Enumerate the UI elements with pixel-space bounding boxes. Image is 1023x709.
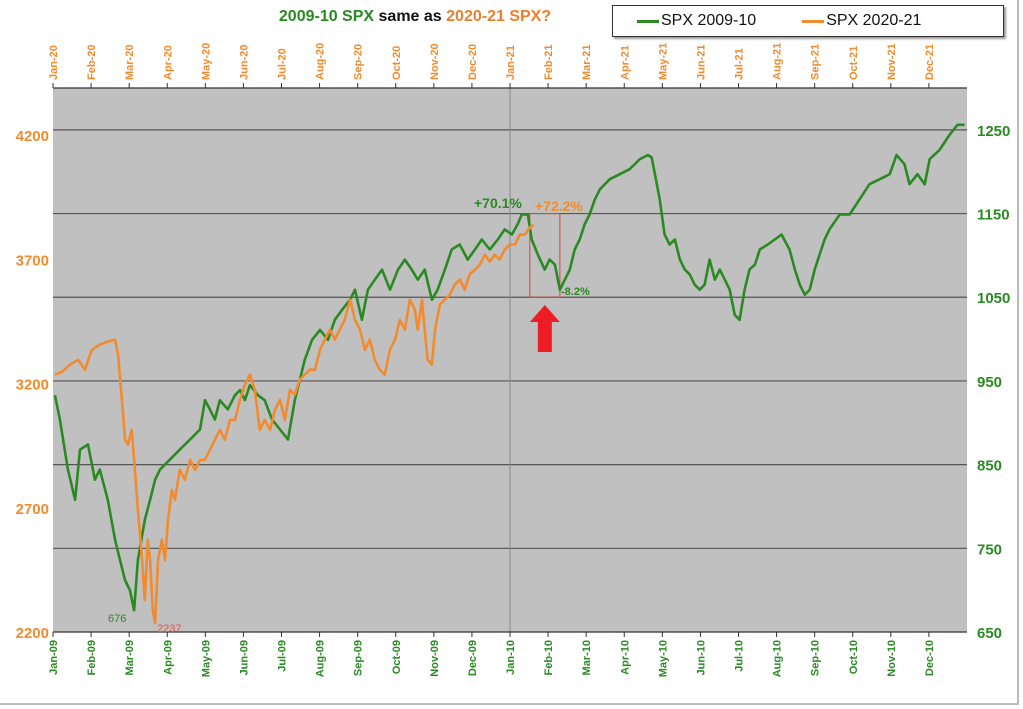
bottom-axis-tick-label: May-10 <box>657 640 669 677</box>
top-axis-tick-label: Jun-21 <box>695 45 707 80</box>
legend-swatch-green <box>637 19 659 23</box>
series-line-spx-2009-10 <box>53 123 965 612</box>
right-axis-tick-label: 1150 <box>977 207 1010 224</box>
bottom-axis-tick-label: Nov-09 <box>429 640 441 677</box>
top-axis-tick-label: Aug-20 <box>315 43 327 80</box>
bottom-axis-tick-label: Oct-10 <box>848 640 860 674</box>
left-axis-tick-label: 4200 <box>16 128 49 145</box>
bottom-axis-tick-label: Jan-09 <box>48 640 60 675</box>
bottom-axis-tick-label: May-09 <box>200 640 212 677</box>
top-axis-tick-label: Nov-21 <box>886 43 898 80</box>
series-line-spx-2020-21 <box>54 223 535 625</box>
top-axis-tick-label: May-21 <box>657 43 669 80</box>
bottom-axis-tick-label: Dec-10 <box>924 640 936 676</box>
title-part-mid: same as <box>374 8 447 25</box>
low-2009-label: 676 <box>108 613 126 625</box>
right-axis-tick-label: 750 <box>977 541 1002 558</box>
legend-item-2020: SPX 2020-21 <box>802 12 921 30</box>
top-axis-tick-label: Sep-21 <box>810 44 822 80</box>
legend: SPX 2009-10 SPX 2020-21 <box>612 5 1004 37</box>
left-axis-tick-label: 2200 <box>16 625 49 642</box>
left-axis-tick-label: 3200 <box>16 377 49 394</box>
title-part-2009: 2009-10 SPX <box>278 8 375 25</box>
legend-label: SPX 2020-21 <box>826 12 922 29</box>
bottom-axis-tick-label: Mar-10 <box>581 640 593 675</box>
red-arrow-icon <box>529 305 560 352</box>
top-axis-tick-label: Feb-20 <box>86 45 98 80</box>
top-axis-tick-label: May-20 <box>200 43 212 80</box>
right-axis-tick-label: 850 <box>977 458 1002 475</box>
top-axis-tick-label: Aug-21 <box>772 43 784 80</box>
top-axis-tick-label: Oct-20 <box>391 46 403 80</box>
top-axis-tick-label: Jan-21 <box>505 45 517 80</box>
right-axis-tick-label: 650 <box>977 625 1002 642</box>
top-axis-tick-label: Dec-20 <box>467 44 479 80</box>
bottom-axis-tick-label: Feb-09 <box>86 640 98 675</box>
bottom-axis-tick-label: Apr-10 <box>619 640 631 675</box>
bottom-axis-tick-label: Sep-10 <box>810 640 822 676</box>
bottom-axis-tick-label: Aug-09 <box>315 640 327 677</box>
pullback-box <box>529 213 561 298</box>
legend-label: SPX 2009-10 <box>661 12 757 29</box>
bottom-axis-tick-label: Jun-10 <box>695 640 707 675</box>
top-axis-tick-label: Jul-20 <box>277 48 289 80</box>
legend-item-2009: SPX 2009-10 <box>637 12 756 30</box>
top-axis-tick-label: Apr-20 <box>162 45 174 80</box>
right-axis-tick-label: 1250 <box>977 123 1010 140</box>
gain-2020-label: +72.2% <box>535 198 583 214</box>
top-axis-tick-label: Dec-21 <box>924 44 936 80</box>
left-axis-tick-label: 2700 <box>16 501 49 518</box>
right-axis-tick-label: 950 <box>977 374 1002 391</box>
top-axis-tick-label: Apr-21 <box>619 45 631 80</box>
gain-2009-label: +70.1% <box>474 195 522 211</box>
bottom-axis-tick-label: Mar-09 <box>124 640 136 675</box>
bottom-axis-tick-label: Nov-10 <box>886 640 898 677</box>
pullback-label: -8.2% <box>561 286 590 298</box>
low-2020-label: 2237 <box>157 623 181 635</box>
top-axis-tick-label: Jun-20 <box>238 45 250 80</box>
top-axis-tick-label: Mar-21 <box>581 45 593 80</box>
top-axis-tick-label: Jan-20 <box>48 45 60 80</box>
title-part-2020: 2020-21 SPX? <box>446 8 552 25</box>
top-axis-tick-label: Jul-21 <box>734 48 746 80</box>
bottom-axis-tick-label: Jul-09 <box>277 640 289 672</box>
bottom-axis-tick-label: Jan-10 <box>505 640 517 675</box>
bottom-axis-tick-label: Apr-09 <box>162 640 174 675</box>
top-axis-tick-label: Feb-21 <box>543 45 555 80</box>
right-axis-tick-label: 1050 <box>977 290 1010 307</box>
top-axis-tick-label: Sep-20 <box>353 44 365 80</box>
bottom-axis-tick-label: Aug-10 <box>772 640 784 677</box>
left-axis-tick-label: 3700 <box>16 252 49 269</box>
top-axis-tick-label: Oct-21 <box>848 46 860 80</box>
legend-swatch-orange <box>802 19 825 23</box>
chart-title: 2009-10 SPX same as 2020-21 SPX? <box>250 8 580 26</box>
bottom-axis-tick-label: Jun-09 <box>238 640 250 675</box>
top-axis-tick-label: Nov-20 <box>429 43 441 80</box>
bottom-axis-tick-label: Oct-09 <box>391 640 403 674</box>
bottom-axis-tick-label: Dec-09 <box>467 640 479 676</box>
top-axis-tick-label: Mar-20 <box>124 45 136 80</box>
bottom-axis-tick-label: Jul-10 <box>734 640 746 672</box>
bottom-axis-tick-label: Feb-10 <box>543 640 555 675</box>
bottom-axis-tick-label: Sep-09 <box>353 640 365 676</box>
